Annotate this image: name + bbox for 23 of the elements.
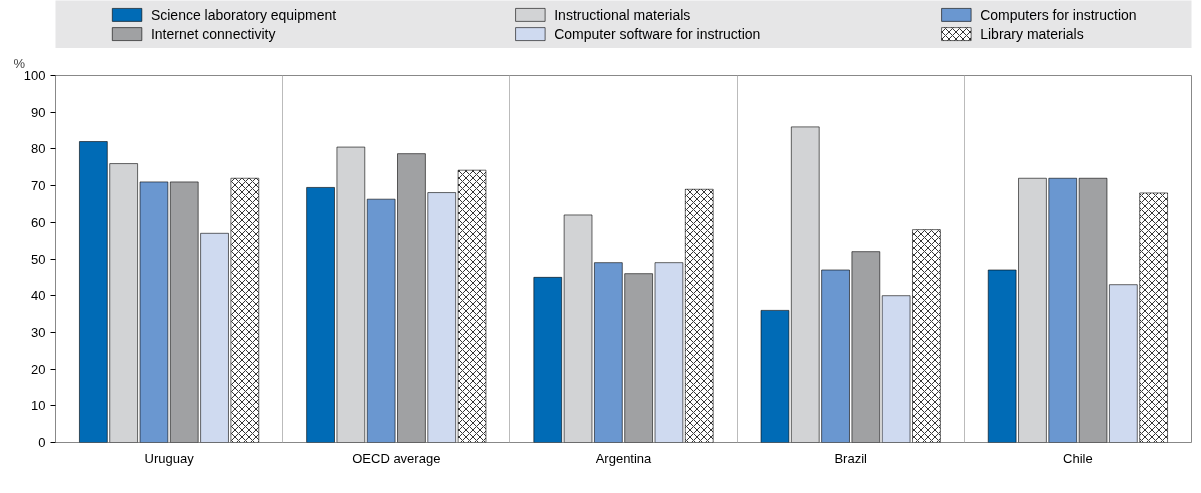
x-tick-label: Chile bbox=[1063, 450, 1093, 466]
y-tick-label: 40 bbox=[31, 288, 46, 304]
y-axis-title: % bbox=[13, 55, 26, 71]
y-tick-label: 80 bbox=[31, 141, 46, 157]
y-tick-label: 50 bbox=[31, 251, 46, 267]
legend-label: Internet connectivity bbox=[150, 26, 276, 43]
y-tick-label: 10 bbox=[31, 398, 46, 414]
y-tick-label: 70 bbox=[31, 178, 46, 194]
y-tick-label: 20 bbox=[31, 361, 46, 377]
legend-label: Computer software for instruction bbox=[554, 26, 761, 43]
legend-label: Science laboratory equipment bbox=[150, 6, 337, 23]
legend-label: Instructional materials bbox=[554, 6, 691, 23]
y-tick-label: 90 bbox=[31, 104, 46, 120]
legend-label: Computers for instruction bbox=[980, 6, 1137, 23]
x-tick-label: Brazil bbox=[834, 450, 868, 466]
legend-label: Library materials bbox=[980, 26, 1084, 43]
y-tick-label: 60 bbox=[31, 214, 46, 230]
y-tick-label: 0 bbox=[38, 435, 46, 450]
y-tick-label: 30 bbox=[31, 324, 46, 340]
x-tick-label: Argentina bbox=[595, 450, 653, 466]
x-tick-label: Uruguay bbox=[144, 450, 195, 466]
y-tick-label: 100 bbox=[23, 68, 46, 83]
x-tick-label: OECD average bbox=[352, 450, 441, 466]
